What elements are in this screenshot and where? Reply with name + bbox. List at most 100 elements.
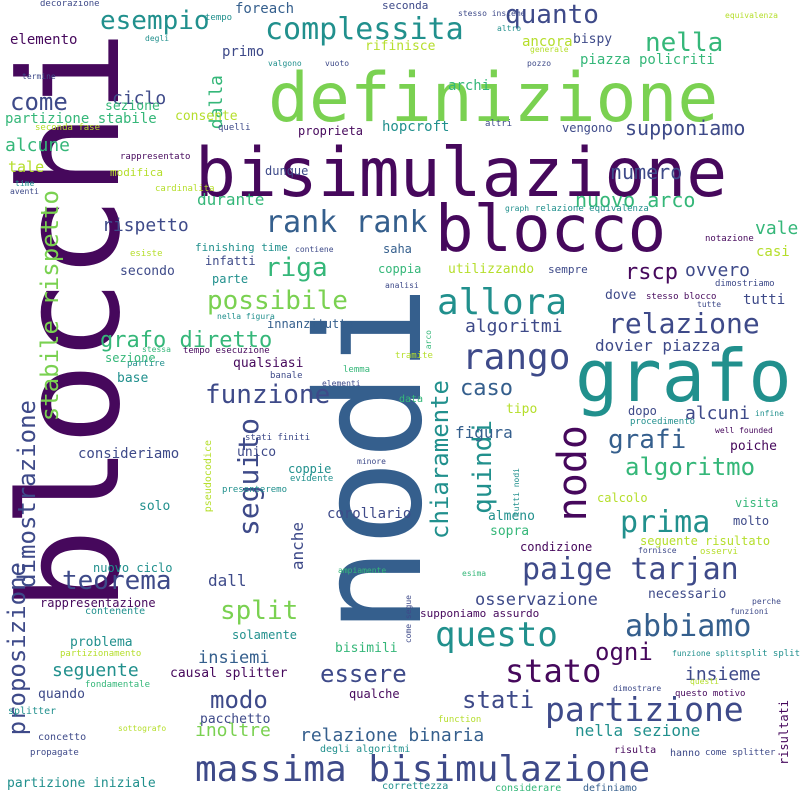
word-prima: prima — [620, 505, 711, 540]
word-causal-splitter: causal splitter — [170, 666, 288, 681]
word-paige-tarjan: paige tarjan — [522, 552, 739, 587]
word-base: base — [117, 371, 149, 386]
word-rifinisce: rifinisce — [365, 39, 436, 54]
word-partire: partire — [127, 359, 165, 369]
word-corollario: corollario — [327, 506, 412, 522]
word-rappresentato: rappresentato — [120, 152, 191, 162]
word-grafo: grafo — [575, 334, 792, 418]
word-solamente: solamente — [232, 628, 298, 642]
word-stati: stati — [462, 686, 535, 714]
word-foreach: foreach — [235, 1, 295, 17]
word-coppia: coppia — [378, 262, 422, 276]
word-function: function — [438, 715, 482, 725]
word-seguente: seguente — [52, 660, 139, 681]
word-figura: figura — [455, 423, 513, 442]
word-questo: questo — [435, 615, 558, 655]
word-dove: dove — [605, 288, 637, 303]
word-nuovo-arco: nuovo arco — [575, 188, 696, 212]
word-primo: primo — [222, 44, 265, 60]
word-proprieta: proprieta — [298, 124, 364, 138]
word-aventi: aventi — [10, 187, 39, 196]
word-dovier-piazza: dovier piazza — [595, 336, 721, 355]
word-stesso-blocco: stesso blocco — [646, 292, 717, 302]
word-presenteremo: presenteremo — [222, 485, 288, 495]
word-stati-finiti: stati finiti — [245, 433, 311, 443]
word-unico: unico — [237, 445, 277, 460]
word-evidente: evidente — [290, 474, 334, 484]
word-valgono: valgono — [268, 59, 302, 68]
word-abbiamo: abbiamo — [625, 609, 752, 644]
word-ogni: ogni — [595, 638, 653, 666]
word-saha: saha — [383, 242, 412, 256]
word-dimostrare: dimostrare — [613, 684, 662, 693]
word-generale: generale — [530, 45, 569, 54]
word-durante: durante — [197, 190, 265, 209]
word-grafi: grafi — [608, 425, 687, 455]
word-supponiamo: supponiamo — [625, 116, 746, 140]
word-funzione-split: funzione split — [672, 649, 740, 658]
word-graph: graph — [505, 204, 530, 213]
word-hopcroft: hopcroft — [382, 119, 450, 135]
word-fornisce: fornisce — [638, 546, 677, 555]
word-nuovo-ciclo: nuovo ciclo — [93, 561, 173, 575]
word-tutti: tutti — [743, 292, 786, 308]
word-perche: perche — [752, 597, 781, 606]
word-come-segue: come segue — [404, 595, 413, 644]
word-utilizzando: utilizzando — [448, 262, 535, 277]
word-contenente: contenente — [85, 606, 146, 617]
word-split: split — [220, 596, 299, 626]
word-molto: molto — [733, 514, 770, 528]
word-fondamentale: fondamentale — [85, 680, 151, 690]
word-almeno: almeno — [488, 509, 535, 524]
word-ovvero: ovvero — [685, 260, 751, 281]
word-questi: questi — [690, 677, 719, 686]
word-tramite: tramite — [395, 351, 433, 361]
word-poiche: poiche — [730, 439, 777, 454]
word-decorazione: decorazione — [40, 0, 100, 9]
word-minore: minore — [357, 457, 386, 466]
word-stabile-rispetto: stabile rispetto — [36, 190, 64, 422]
word-contiene: contiene — [295, 245, 334, 254]
word-definizione: definizione — [268, 59, 719, 138]
word-calcolo: calcolo — [597, 491, 648, 505]
word-archi: archi — [448, 78, 491, 94]
word-osservi: osservi — [700, 547, 738, 557]
word-risulta: risulta — [614, 745, 657, 756]
word-numero: numero — [610, 160, 683, 184]
word-come-splitter: come splitter — [705, 748, 776, 758]
word-tutte: tutte — [697, 300, 722, 309]
word-questo-motivo: questo motivo — [675, 689, 746, 699]
word-analisi: analisi — [385, 281, 419, 290]
word-qualsiasi: qualsiasi — [233, 356, 304, 371]
word-elemento: elemento — [10, 32, 78, 48]
word-pacchetto: pacchetto — [200, 712, 271, 727]
word-sopra: sopra — [490, 524, 530, 539]
word-relazione: relazione — [608, 307, 760, 340]
word-piazza-policriti: piazza policriti — [580, 52, 715, 68]
word-rscp: rscp — [625, 260, 678, 285]
word-definiamo: definiamo — [583, 783, 638, 794]
word-modo: modo — [210, 686, 268, 714]
word-solo: solo — [139, 499, 171, 514]
word-degli: degli — [145, 34, 170, 43]
word-esempio: esempio — [100, 6, 210, 36]
word-stesso-insieme: stesso insieme — [458, 9, 526, 18]
word-bispy: bispy — [573, 32, 613, 47]
word-data: data — [399, 394, 424, 405]
word-nella: nella — [645, 28, 724, 58]
word-vengono: vengono — [562, 121, 613, 135]
word-secondo: secondo — [120, 264, 175, 279]
word-funzioni: funzioni — [730, 607, 769, 616]
word-tempo: tempo — [205, 13, 233, 23]
word-time: time — [15, 179, 35, 188]
word-elementi: elementi — [322, 379, 361, 388]
word-consente: consente — [175, 109, 238, 124]
word-caso: caso — [460, 376, 513, 401]
word-seconda-fase: seconda fase — [35, 123, 101, 133]
word-ciclo: ciclo — [112, 88, 167, 109]
word-degli-algoritmi: degli algoritmi — [320, 744, 411, 755]
word-lemma: lemma — [343, 365, 371, 375]
word-rank-rank: rank rank — [265, 205, 428, 240]
word-partizione-stabile: partizione stabile — [5, 111, 157, 127]
